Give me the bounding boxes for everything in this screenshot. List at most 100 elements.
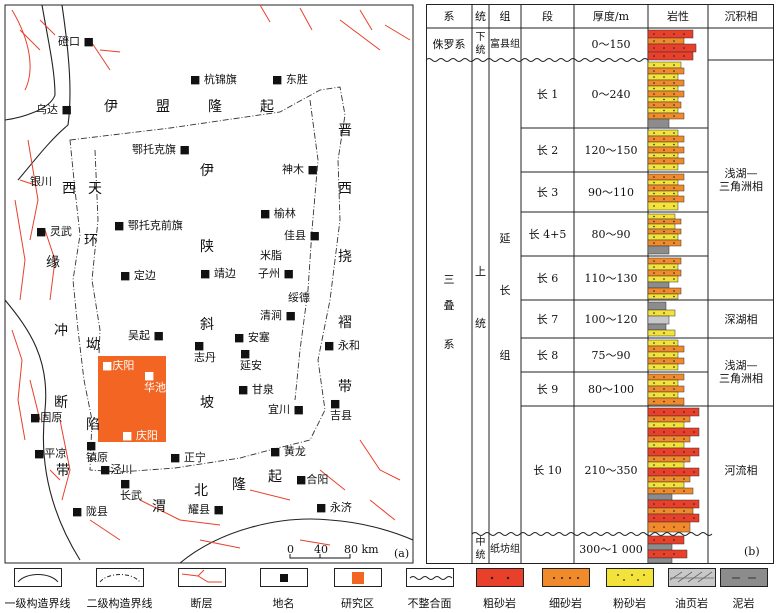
- lithology-dot: [673, 149, 675, 151]
- place-qingjian: 清涧 ■: [260, 309, 296, 322]
- place-jingchuan: ■泾川: [100, 463, 133, 476]
- region-wbnq-2: 北: [194, 483, 208, 499]
- facies-shallow-delta-1: 浅湖— 三角洲相: [719, 167, 763, 193]
- lithology-dot: [693, 411, 695, 413]
- region-ymlq-2: 盟: [156, 99, 170, 115]
- region-xtyh-4: 坳: [86, 337, 100, 353]
- lithology-dot: [673, 342, 675, 344]
- lithology-dot: [653, 242, 655, 244]
- place-yichuan: 宜川 ■: [268, 403, 304, 416]
- lithology-layer: [647, 201, 679, 211]
- lithology-dot: [663, 154, 665, 157]
- lithology-dot: [673, 104, 675, 106]
- place-yinchuan: 银川: [30, 175, 52, 188]
- lithology-dot: [673, 98, 675, 101]
- lithology-dot: [683, 438, 685, 440]
- region-ymlq-3: 隆: [208, 99, 222, 115]
- panel-label-b: (b): [744, 545, 760, 558]
- lithology-dot: [673, 366, 675, 368]
- legend-label-fine: 细砂岩: [549, 597, 582, 610]
- lithology-dot: [653, 478, 655, 480]
- lithology-dot: [653, 132, 655, 134]
- lithology-dot: [663, 87, 665, 90]
- lithology-layer: [647, 301, 667, 311]
- formation-zhifang: 纸坊组: [490, 543, 520, 555]
- lithology-dot: [673, 348, 675, 350]
- lithology-dot: [653, 225, 655, 228]
- lithology-dot: [673, 55, 675, 57]
- header-member: 段: [542, 9, 553, 23]
- lithology-dot: [663, 64, 665, 66]
- lithology-dot: [653, 451, 655, 453]
- lithology-dot: [663, 205, 665, 207]
- lithology-dot: [663, 260, 665, 262]
- lithology-dot: [673, 33, 675, 35]
- lithology-dot: [663, 290, 665, 292]
- lithology-dot: [683, 517, 685, 519]
- lithology-dot: [663, 438, 665, 440]
- lithology-dot: [653, 278, 655, 280]
- region-wbnq-1: 渭: [152, 499, 166, 515]
- lithology-layer: [647, 223, 676, 230]
- legend-label-place: 地名: [272, 597, 295, 610]
- formation-yanchang: 延 长 组: [499, 232, 511, 362]
- lithology-dot: [663, 342, 665, 344]
- thickness-chang7: 100～120: [584, 312, 638, 326]
- place-zhidan: ■ 志丹: [194, 339, 216, 364]
- place-zhenyuan: ■ 镇原: [86, 439, 108, 464]
- lithology-dot: [673, 132, 675, 134]
- place-yaoxian: 耀县 ■: [188, 503, 224, 516]
- lithology-dot: [673, 198, 675, 200]
- lithology-dot: [663, 458, 665, 460]
- lithology-dot: [673, 526, 675, 528]
- lithology-dot: [653, 503, 655, 505]
- lithology-dot: [653, 394, 655, 396]
- place-etuokeqianqi: ■ 鄂托克前旗: [114, 219, 183, 232]
- faults: [11, 4, 411, 549]
- column-grid: [426, 4, 774, 564]
- lithology-dot: [653, 40, 655, 42]
- lithology-dot: [653, 115, 655, 117]
- study-area: [98, 356, 166, 442]
- lithology-dot: [663, 76, 665, 78]
- lithology-dot: [673, 272, 675, 274]
- lithology-dot: [653, 418, 655, 420]
- lithology-dot: [653, 55, 655, 57]
- lithology-dot: [653, 295, 655, 298]
- lithology-dot: [663, 382, 665, 384]
- lithology-layer: [647, 329, 676, 337]
- lithology-layer: [647, 397, 685, 406]
- lithology-dot: [663, 464, 665, 466]
- lithology-dot: [673, 438, 675, 440]
- lithology-dot: [653, 438, 655, 440]
- lithology-dot: [653, 181, 655, 184]
- lithology-dot: [673, 278, 675, 280]
- region-yssp-1: 伊: [200, 163, 214, 179]
- lithology-dot: [653, 526, 655, 528]
- lithology-layer: [647, 363, 679, 371]
- tectonic-boundary-1b: [4, 4, 56, 121]
- lithology-dot: [653, 166, 655, 168]
- lithology-dot: [663, 451, 665, 453]
- thickness-chang9: 80～100: [588, 382, 634, 396]
- lithology-dot: [673, 424, 675, 426]
- lithology-dot: [673, 444, 675, 446]
- lithology-dot: [683, 510, 685, 512]
- lithology-dot: [653, 332, 655, 334]
- lithology-dot: [673, 451, 675, 453]
- facies-fluvial: 河流相: [724, 463, 758, 477]
- legend-label-line1: 一级构造界线: [4, 597, 71, 610]
- lithology-dot: [673, 70, 675, 72]
- region-wlc-4: 带: [56, 463, 70, 479]
- legend-label-fault: 断层: [190, 597, 213, 610]
- place-yonghe: ■ 永和: [324, 339, 360, 352]
- lithology-dot: [653, 230, 655, 233]
- lithology-dot: [663, 539, 665, 541]
- thickness-chang10: 210～350: [584, 463, 638, 477]
- lithology-dot: [673, 266, 675, 268]
- lithology-dot: [653, 154, 655, 157]
- lithology-dot: [653, 192, 655, 195]
- lithology-dot: [683, 418, 685, 420]
- place-wuda: 乌达 ■: [36, 103, 72, 116]
- lithology-dot: [673, 187, 675, 189]
